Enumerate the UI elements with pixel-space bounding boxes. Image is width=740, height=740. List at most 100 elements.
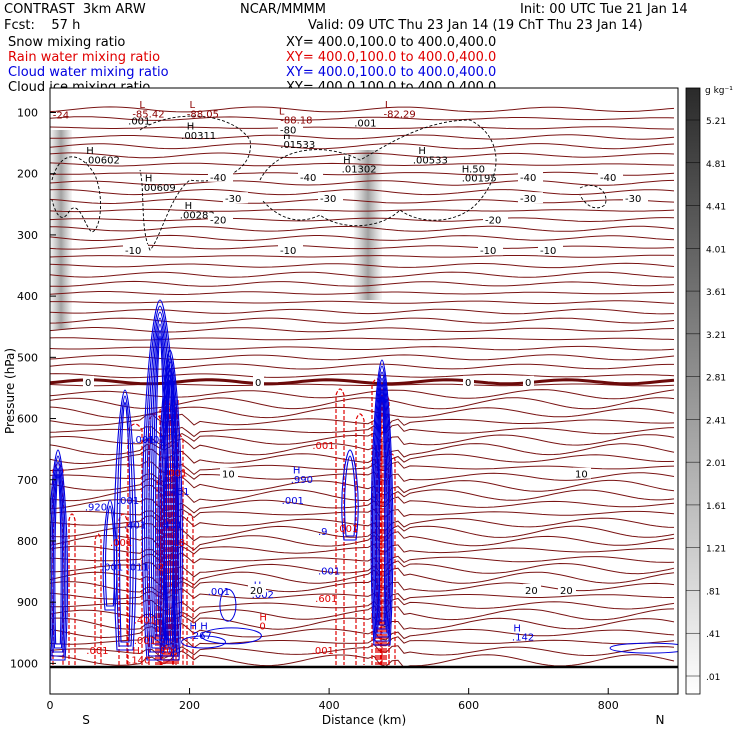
temperature-label: -10 [125,246,141,257]
isotherm-line [50,623,675,641]
rain-contour [335,388,345,665]
temperature-label-bg [208,213,233,225]
rain-contour [94,533,102,665]
x-tick-label: 200 [179,699,200,712]
contour-annotation: H [293,466,301,477]
contour-annotation: .00283 [180,210,215,221]
temperature-label-bg [483,213,508,225]
isotherm-line [50,162,675,167]
temperature-label: -30 [320,194,336,205]
contour-annotation: .8 [176,538,186,549]
cloud-water-contour [377,389,387,626]
contour-annotation: .00311 [181,131,216,142]
contour-annotation: L [279,106,285,117]
cloud-water-contour [344,455,356,537]
contour-annotation: L [190,100,196,111]
temperature-label-bg [518,170,543,182]
temperature-label: -20 [210,216,226,227]
contour-annotation: H [418,146,426,157]
cloud-water-contour [102,499,118,611]
colorbar-level: .01 [706,673,720,683]
north-label: N [656,713,665,727]
contour-annotation: .00609 [141,183,176,194]
temperature-label-bg [220,467,238,479]
cloud-ice-contour [259,119,497,227]
contour-annotation: .001 [110,538,132,549]
isotherm-line [50,262,675,269]
temperature-label-bg [463,375,474,387]
contour-annotation: .401 [144,435,166,446]
temperature-labels: -80 -40 -40 -40 -40 -30 -30 -30 -30 -20 -20 -10 -10 -… [83,123,648,597]
contour-annotation: H [283,131,291,142]
temperature-label-bg [623,192,648,204]
valid-time: Valid: 09 UTC Thu 23 Jan 14 (19 ChT Thu … [308,18,643,33]
isotherm-line [50,650,675,669]
isotherm-line [50,496,675,514]
y-axis: 100 200 300 400 500 600 700 800 900 1000 [10,106,56,670]
temperature-label: 10 [575,470,588,481]
temperature-label: -10 [480,246,496,257]
rain-contour [371,378,383,665]
y-tick-label: 100 [17,106,38,119]
contour-annotation: H H [190,622,208,633]
contour-annotation: .401 [160,521,182,532]
cloud-water-contour [162,367,178,649]
contour-annotation: .00533 [413,155,448,166]
contour-annotation: -82.29 [384,109,416,120]
temperature-label-bg [478,244,503,256]
colorbar-unit: g kg⁻¹ [705,86,733,96]
cloud-water-contour [376,383,388,630]
y-tick-label: 900 [17,596,38,609]
cloud-ice-contour [51,156,101,233]
temperature-label-bg [278,123,303,135]
cloud-water-blob [609,642,678,654]
temperature-label: -40 [600,173,616,184]
contour-annotation: .001 [132,435,154,446]
colorbar-level: 3.61 [706,288,726,298]
colorbar-labels: .01 .41 .81 1.21 1.61 2.01 2.41 2.81 3.21 3.61 4.0… [686,117,726,683]
temperature-label: -40 [210,173,226,184]
contour-annotation: -88.05 [187,109,219,120]
cloud-ice-contours [51,115,607,251]
temperature-label-bg [523,583,541,595]
contour-annotation: .001 [86,646,108,657]
temperature-label-bg [518,192,543,204]
cloud-water-contour [157,349,183,661]
cloud-water-contour [373,371,391,638]
cloud-water-contour [54,473,62,645]
snow-shading-center [354,150,382,300]
contour-annotation: .001 [354,119,376,130]
x-axis: 0 200 400 600 800 [47,688,619,712]
y-tick-label: 700 [17,474,38,487]
cloud-water-contour [113,389,137,651]
contour-annotation: .601 [315,594,337,605]
colorbar-level: 1.61 [706,502,726,512]
field-label-snow: Snow mixing ratio [8,35,126,50]
cloud-water-contour [150,323,170,645]
init-time: Init: 00 UTC Tue 21 Jan 14 [520,2,688,17]
isotherm-line [50,531,675,551]
isotherm-line [50,198,675,205]
isotherm-line [50,106,675,113]
cloud-water-contour [50,449,69,661]
isotherm-line [50,615,675,631]
temperature-label: 0 [525,378,531,389]
y-tick-label: 600 [17,413,38,426]
temperature-label-bg [523,375,534,387]
temperature-label: -10 [280,246,296,257]
isotherm-line [50,300,675,305]
cloud-water-contour [378,395,386,622]
isotherm-line [50,515,675,531]
temperature-label: 0 [255,378,261,389]
contour-annotation: .990 [291,475,313,486]
temperature-label-bg [223,192,248,204]
isotherm-line [50,291,674,295]
contour-annotation: .00195 [462,174,497,185]
cloud-water-blob [181,635,227,649]
colorbar-level: 1.21 [706,545,726,555]
colorbar-level: 2.41 [706,416,726,426]
cloud-water-contour [52,467,64,649]
cloud-water-contour [141,299,179,661]
contour-annotation: H [86,146,94,157]
rain-contour [52,463,64,665]
